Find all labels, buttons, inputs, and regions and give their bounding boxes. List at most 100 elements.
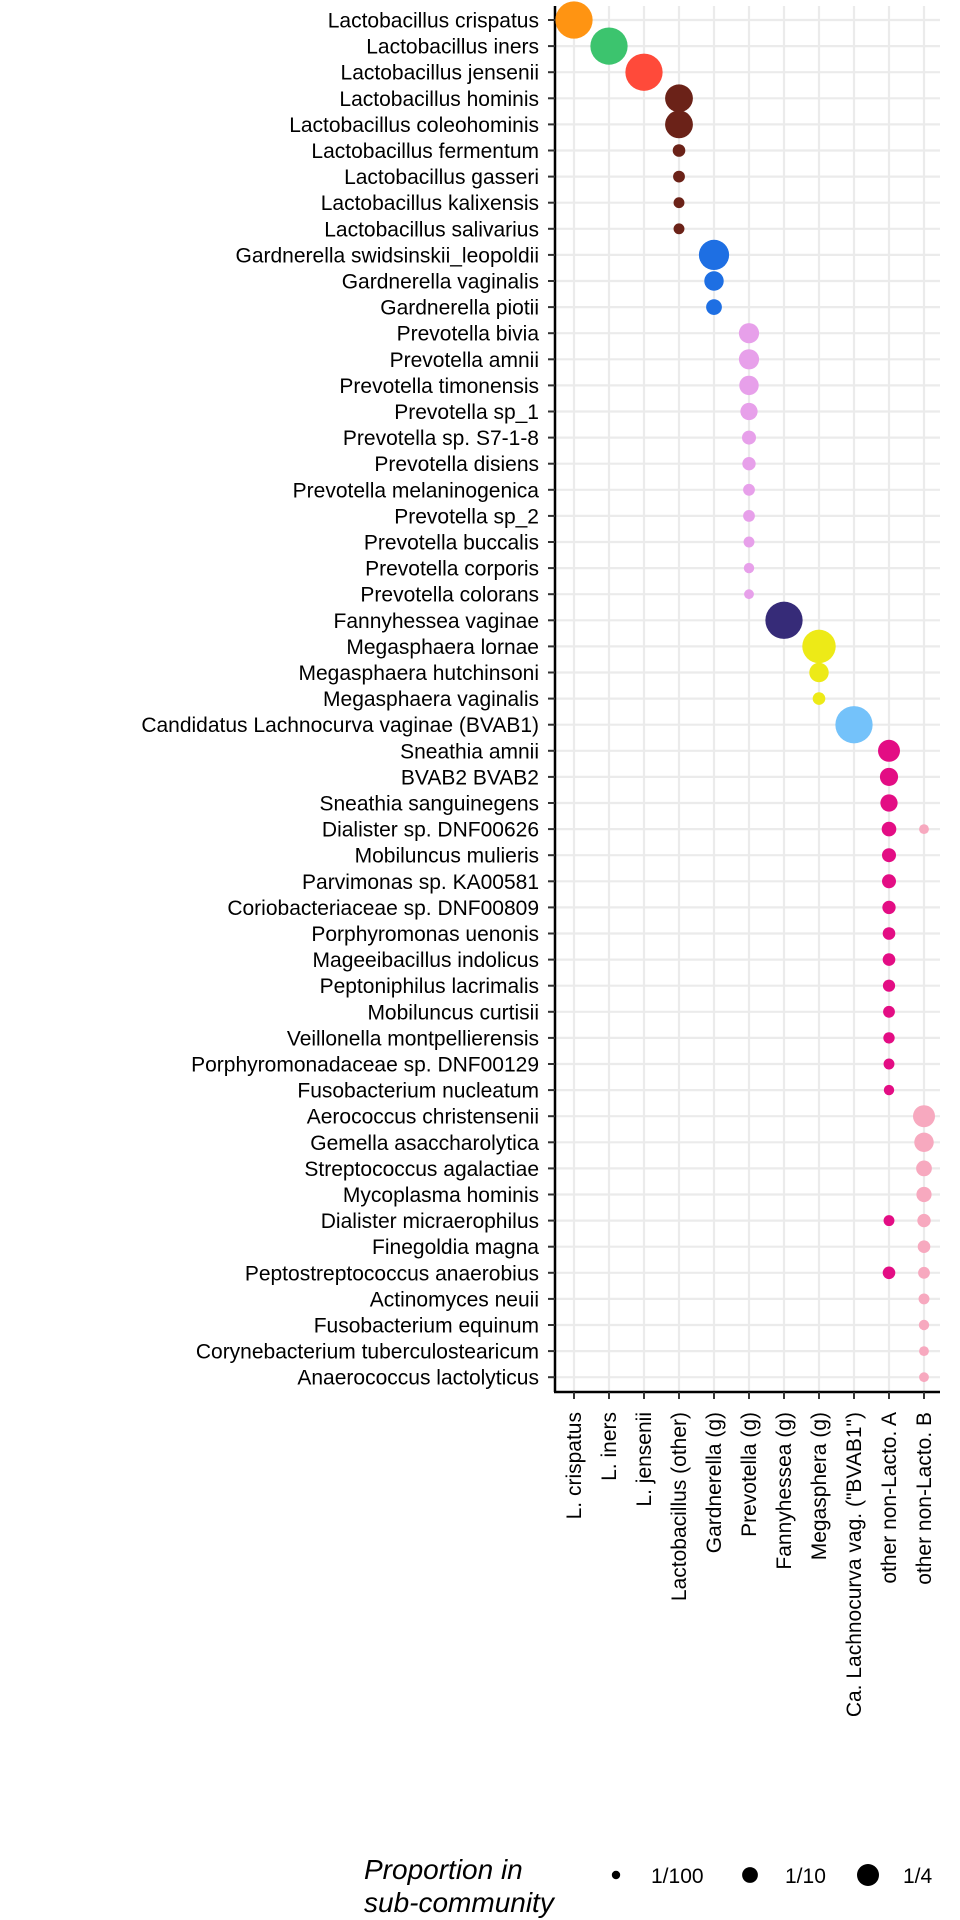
y-tick-label: Prevotella buccalis xyxy=(364,532,539,555)
y-tick-label: Peptoniphilus lacrimalis xyxy=(320,975,539,998)
point-peptoniphilus-lacrimalis xyxy=(882,979,896,992)
point-prevotella-colorans xyxy=(744,589,754,600)
y-tick-label: Mobiluncus mulieris xyxy=(355,845,539,868)
point-veillonella-montpellierensis xyxy=(883,1032,895,1044)
y-tick-label: Aerococcus christensenii xyxy=(307,1106,539,1129)
point-lactobacillus-crispatus xyxy=(555,1,593,39)
point-fusobacterium-nucleatum xyxy=(883,1084,895,1096)
y-tick-label: Sneathia sanguinegens xyxy=(319,793,539,816)
y-tick-label: Actinomyces neuii xyxy=(370,1288,539,1311)
legend-key-1-10 xyxy=(742,1867,758,1883)
x-tick-label: Prevotella (g) xyxy=(738,1412,761,1537)
y-tick-label: Prevotella melaninogenica xyxy=(293,479,540,502)
point-candidatus-lachnocurva-vaginae-bvab1 xyxy=(835,706,873,744)
y-tick-label: Gardnerella piotii xyxy=(380,297,539,320)
point-mycoplasma-hominis xyxy=(916,1186,932,1203)
point-mobiluncus-mulieris xyxy=(882,848,896,863)
point-prevotella-sp-s7-1-8 xyxy=(742,430,756,445)
x-tick-label: L. crispatus xyxy=(563,1412,586,1519)
point-coriobacteriaceae-sp-dnf00809 xyxy=(882,900,896,915)
legend: Proportion in sub-community 1/100 1/10 1/4 xyxy=(364,1854,933,1918)
y-tick-label: Dialister sp. DNF00626 xyxy=(322,819,539,842)
point-mageeibacillus-indolicus xyxy=(882,953,896,966)
y-tick-label: Prevotella disiens xyxy=(374,453,539,476)
y-tick-label: Veillonella montpellierensis xyxy=(287,1027,539,1050)
point-bvab2-bvab2 xyxy=(879,767,899,786)
grid-lines xyxy=(555,6,940,1392)
point-prevotella-buccalis xyxy=(743,536,755,548)
legend-label-1-4: 1/4 xyxy=(903,1865,933,1888)
y-tick-label: Lactobacillus gasseri xyxy=(344,166,539,189)
data-points xyxy=(555,1,935,1383)
y-tick-label: Prevotella bivia xyxy=(397,323,540,346)
point-lactobacillus-fermentum xyxy=(672,144,686,157)
point-megasphaera-hutchinsoni xyxy=(809,662,829,683)
y-tick-label: Mageeibacillus indolicus xyxy=(313,949,539,972)
x-tick-label: Fannyhessea (g) xyxy=(773,1412,796,1570)
point-dialister-sp-dnf00626 xyxy=(881,821,897,837)
y-tick-label: Fusobacterium nucleatum xyxy=(297,1080,539,1103)
x-axis-labels: L. crispatus L. iners L. jensenii Lactobaci… xyxy=(563,1412,936,1717)
y-tick-label: Lactobacillus crispatus xyxy=(328,10,539,33)
legend-items: 1/100 1/10 1/4 xyxy=(611,1864,933,1888)
x-tick-label: other non-Lacto. B xyxy=(913,1412,936,1585)
y-tick-label: Prevotella colorans xyxy=(360,584,539,607)
x-tick-label: Megasphera (g) xyxy=(808,1412,831,1560)
x-tick-label: other non-Lacto. A xyxy=(878,1412,901,1584)
y-tick-label: Prevotella timonensis xyxy=(339,375,539,398)
point-gemella-asaccharolytica xyxy=(914,1132,934,1153)
point-prevotella-amnii xyxy=(738,349,760,370)
y-tick-label: Mycoplasma hominis xyxy=(343,1184,539,1207)
point-lactobacillus-salivarius xyxy=(673,223,685,235)
y-tick-label: Prevotella sp_2 xyxy=(394,505,539,528)
y-tick-label: Mobiluncus curtisii xyxy=(367,1001,539,1024)
point-prevotella-disiens xyxy=(742,457,756,471)
point-dialister-micraerophilus xyxy=(917,1213,931,1228)
y-tick-label: Megasphaera hutchinsoni xyxy=(299,662,540,685)
point-prevotella-sp-2 xyxy=(743,510,755,522)
point-lactobacillus-gasseri xyxy=(673,170,685,183)
legend-label-1-100: 1/100 xyxy=(651,1865,704,1888)
y-tick-label: Gardnerella swidsinskii_leopoldii xyxy=(236,244,540,267)
point-porphyromonas-uenonis xyxy=(882,927,896,940)
y-tick-label: Prevotella sp_1 xyxy=(394,401,539,424)
point-actinomyces-neuii xyxy=(918,1293,930,1305)
point-peptostreptococcus-anaerobius xyxy=(882,1266,896,1280)
y-tick-label: Peptostreptococcus anaerobius xyxy=(245,1262,539,1285)
y-tick-label: Coriobacteriaceae sp. DNF00809 xyxy=(227,897,539,920)
y-tick-label: Dialister micraerophilus xyxy=(321,1210,539,1233)
y-tick-label: Megasphaera vaginalis xyxy=(323,688,539,711)
point-lactobacillus-iners xyxy=(590,27,628,65)
y-tick-label: Lactobacillus salivarius xyxy=(324,218,539,241)
y-tick-label: Candidatus Lachnocurva vaginae (BVAB1) xyxy=(141,714,539,737)
x-tick-label: Lactobacillus (other) xyxy=(668,1412,691,1601)
point-gardnerella-vaginalis xyxy=(704,271,724,291)
y-tick-label: Fusobacterium equinum xyxy=(314,1315,539,1338)
x-tick-label: L. jensenii xyxy=(633,1412,656,1507)
y-axis-labels: Lactobacillus crispatus Lactobacillus ine… xyxy=(141,10,539,1390)
y-tick-label: Anaerococcus lactolyticus xyxy=(297,1367,539,1390)
point-corynebacterium-tuberculostearicum xyxy=(919,1346,929,1357)
point-dialister-sp-dnf00626 xyxy=(919,824,929,835)
y-tick-label: Lactobacillus jensenii xyxy=(341,62,539,85)
x-tick-label: L. iners xyxy=(598,1412,621,1481)
y-tick-label: Lactobacillus hominis xyxy=(339,88,539,111)
point-gardnerella-swidsinskii-leopoldii xyxy=(698,239,730,271)
point-fusobacterium-equinum xyxy=(918,1319,930,1331)
point-prevotella-bivia xyxy=(738,323,760,344)
point-prevotella-timonensis xyxy=(739,375,759,396)
legend-key-1-100 xyxy=(611,1870,621,1880)
y-tick-label: Gemella asaccharolytica xyxy=(310,1132,539,1155)
y-tick-label: BVAB2 BVAB2 xyxy=(401,766,539,789)
point-porphyromonadaceae-sp-dnf00129 xyxy=(883,1058,895,1070)
y-tick-label: Corynebacterium tuberculostearicum xyxy=(196,1341,539,1364)
y-tick-label: Sneathia amnii xyxy=(400,740,539,763)
point-prevotella-sp-1 xyxy=(740,402,758,421)
y-tick-label: Lactobacillus fermentum xyxy=(311,140,539,163)
point-peptostreptococcus-anaerobius xyxy=(918,1266,930,1279)
point-fannyhessea-vaginae xyxy=(765,601,803,639)
y-tick-label: Porphyromonas uenonis xyxy=(311,923,539,946)
point-dialister-micraerophilus xyxy=(883,1215,895,1227)
point-gardnerella-piotii xyxy=(706,299,722,315)
